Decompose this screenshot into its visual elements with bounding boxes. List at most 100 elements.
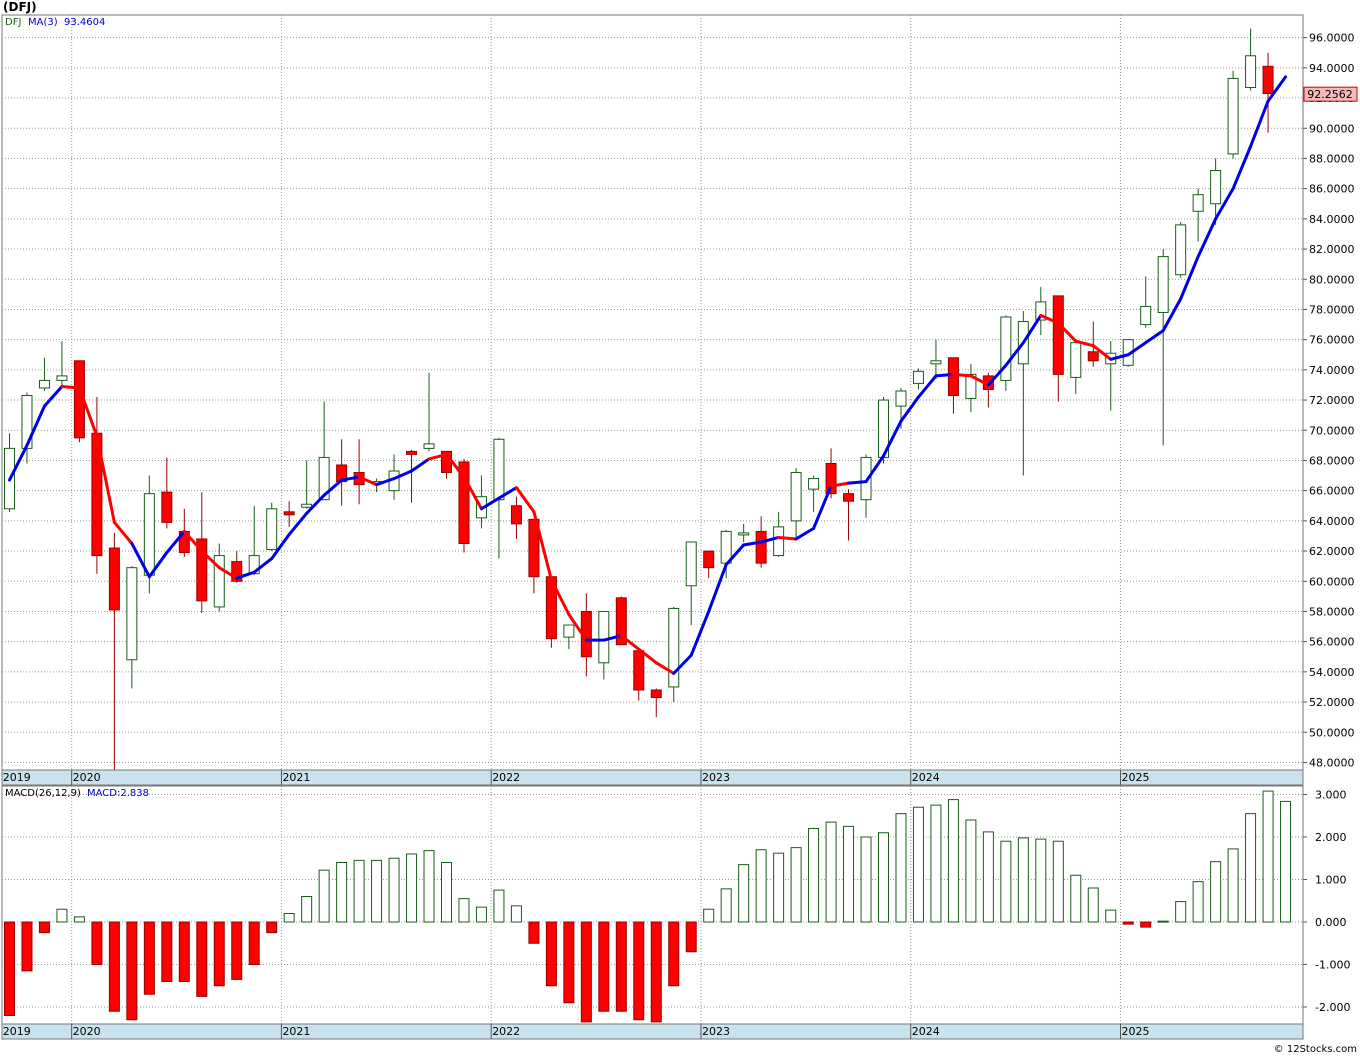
macd-bar bbox=[493, 889, 505, 923]
candle-body bbox=[1052, 295, 1064, 375]
macd-bar bbox=[1017, 837, 1029, 923]
macd-bar bbox=[1105, 909, 1117, 923]
macd-bar bbox=[808, 828, 820, 923]
macd-bar bbox=[213, 921, 225, 987]
candle bbox=[685, 541, 697, 626]
macd-bar bbox=[178, 921, 190, 982]
macd-bar bbox=[947, 799, 959, 923]
x-axis-label: 2019 bbox=[3, 1025, 31, 1038]
last-price-label: 92.2562 bbox=[1307, 88, 1353, 101]
x-axis-label: 2022 bbox=[492, 1025, 520, 1038]
ma-segment bbox=[742, 540, 763, 547]
price-y-tick-label: 72.0000 bbox=[1309, 394, 1355, 407]
macd-bar bbox=[4, 921, 15, 1016]
candle-body bbox=[1087, 351, 1099, 362]
candle-body bbox=[615, 597, 627, 646]
macd-bar bbox=[598, 921, 610, 1012]
candle bbox=[38, 357, 50, 391]
macd-bar bbox=[930, 804, 942, 923]
candle-body bbox=[143, 493, 155, 576]
macd-bar bbox=[528, 921, 540, 944]
macd-bar bbox=[266, 921, 278, 934]
macd-bar bbox=[458, 898, 470, 923]
ma-segment bbox=[759, 535, 781, 544]
macd-bar bbox=[738, 864, 750, 923]
candle bbox=[1210, 158, 1222, 225]
ma-segment bbox=[847, 480, 868, 485]
ma-segment bbox=[637, 647, 658, 665]
macd-bar bbox=[248, 921, 260, 965]
price-y-tick-label: 64.0000 bbox=[1309, 515, 1355, 528]
macd-bar bbox=[580, 921, 592, 1023]
macd-bar bbox=[21, 921, 33, 972]
price-y-tick-label: 70.0000 bbox=[1309, 424, 1355, 437]
ma-segment bbox=[602, 634, 623, 642]
macd-bar bbox=[1087, 887, 1099, 923]
candle-body bbox=[1262, 65, 1274, 95]
candle bbox=[773, 511, 785, 558]
macd-y-tick-label: 0.000 bbox=[1315, 916, 1347, 929]
ma-segment bbox=[986, 363, 1008, 387]
macd-x-axis-band bbox=[1, 1023, 1304, 1040]
candle-body bbox=[38, 379, 50, 389]
ma-segment bbox=[165, 529, 186, 555]
candle-body bbox=[650, 689, 662, 699]
ma-segment bbox=[445, 452, 466, 479]
macd-bar bbox=[1140, 921, 1152, 928]
legend-symbol: DFJ bbox=[5, 17, 21, 28]
price-y-tick-label: 48.0000 bbox=[1309, 756, 1355, 769]
ma-segment bbox=[8, 443, 29, 482]
price-x-axis: 2019 2020 2021 2022 2023 2024 2025 bbox=[3, 770, 1149, 785]
candle-body bbox=[493, 438, 505, 501]
candle-body bbox=[808, 478, 820, 490]
candle-body bbox=[912, 370, 924, 384]
candle-body bbox=[790, 472, 802, 522]
candle-body bbox=[1175, 224, 1187, 276]
candle-body bbox=[196, 538, 208, 602]
ma-segment bbox=[794, 526, 816, 541]
candle-body bbox=[843, 493, 855, 502]
macd-y-tick-label: 3.000 bbox=[1315, 789, 1347, 802]
macd-bar bbox=[91, 921, 103, 965]
macd-bar bbox=[318, 869, 330, 923]
ma-segment bbox=[707, 563, 728, 613]
candle-body bbox=[668, 607, 680, 688]
macd-legend-value: MACD:2.838 bbox=[87, 788, 149, 799]
candle bbox=[1000, 315, 1012, 391]
ma-segment bbox=[1021, 313, 1043, 345]
candle bbox=[301, 460, 313, 509]
macd-y-tick-label: -2.000 bbox=[1315, 1001, 1350, 1014]
ma-segment bbox=[95, 434, 116, 524]
ma-line-layer bbox=[8, 75, 1288, 675]
candle bbox=[458, 458, 470, 553]
macd-bar bbox=[1262, 790, 1274, 923]
candle bbox=[650, 688, 662, 718]
macd-bar bbox=[231, 921, 243, 980]
candle bbox=[213, 543, 225, 612]
macd-x-axis: 2019 2020 2021 2022 2023 2024 2025 bbox=[3, 1024, 1149, 1039]
candle-body bbox=[720, 530, 732, 564]
macd-y-axis: 3.000 2.000 1.000 0.000 -1.000 -2.000 bbox=[1303, 789, 1350, 1014]
ma-segment bbox=[322, 478, 344, 497]
ma-segment bbox=[1196, 217, 1218, 259]
candle bbox=[808, 475, 820, 512]
x-axis-label: 2024 bbox=[912, 771, 940, 784]
x-axis-label: 2019 bbox=[3, 771, 31, 784]
candle bbox=[126, 566, 138, 689]
candle-body bbox=[598, 610, 610, 664]
candle-body bbox=[231, 561, 243, 582]
candle-body bbox=[213, 555, 225, 608]
macd-bar bbox=[1175, 901, 1187, 923]
candle bbox=[668, 606, 680, 703]
candle-body bbox=[1210, 170, 1222, 205]
ma-segment bbox=[951, 372, 973, 378]
candle bbox=[563, 624, 575, 650]
price-y-tick-label: 96.0000 bbox=[1309, 32, 1355, 45]
price-y-tick-label: 88.0000 bbox=[1309, 152, 1355, 165]
ma-segment bbox=[672, 653, 693, 675]
ma-segment bbox=[147, 551, 169, 579]
ma-segment bbox=[654, 661, 676, 675]
candle-body bbox=[1035, 301, 1047, 321]
macd-bar bbox=[685, 921, 697, 953]
x-axis-label: 2024 bbox=[912, 1025, 940, 1038]
